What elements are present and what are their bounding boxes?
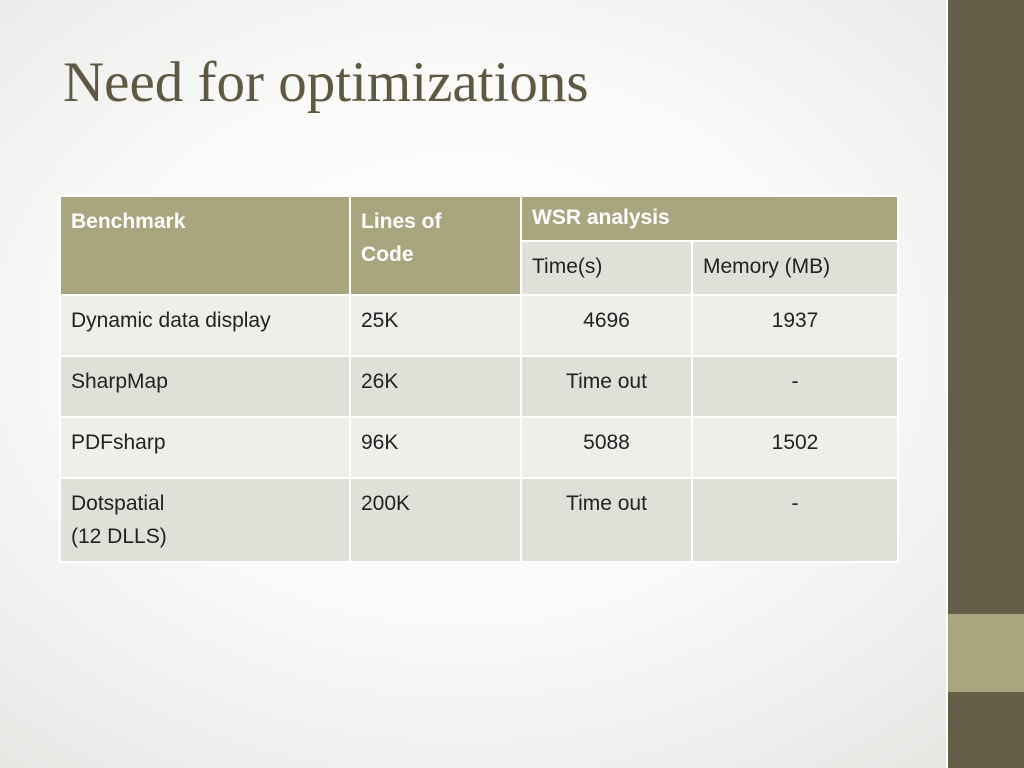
- cell-memory: -: [690, 355, 900, 418]
- cell-time: Time out: [520, 355, 693, 418]
- cell-memory: -: [690, 477, 900, 563]
- cell-loc: 25K: [349, 294, 522, 357]
- cell-benchmark-line: (12 DLLS): [71, 525, 167, 548]
- cell-time: 4696: [520, 294, 693, 357]
- benchmark-table: Benchmark Lines of Code WSR analysis Tim…: [59, 194, 900, 563]
- cell-loc: 200K: [349, 477, 522, 563]
- cell-benchmark-line: PDFsharp: [71, 431, 166, 454]
- table-row: Dynamic data display 25K 4696 1937: [59, 294, 900, 357]
- cell-benchmark-line: Dynamic data display: [71, 309, 271, 332]
- cell-loc: 26K: [349, 355, 522, 418]
- header-lines-of-code-line: Code: [361, 243, 414, 266]
- cell-memory: 1502: [690, 416, 900, 479]
- cell-benchmark-line: SharpMap: [71, 370, 168, 393]
- cell-benchmark: Dynamic data display: [59, 294, 351, 357]
- table-row: SharpMap 26K Time out -: [59, 355, 900, 418]
- cell-benchmark-line: Dotspatial: [71, 492, 165, 515]
- header-time: Time(s): [520, 240, 693, 296]
- header-lines-of-code-line: Lines of: [361, 210, 442, 233]
- cell-benchmark: Dotspatial (12 DLLS): [59, 477, 351, 563]
- header-benchmark: Benchmark: [59, 195, 351, 296]
- cell-memory: 1937: [690, 294, 900, 357]
- header-lines-of-code: Lines of Code: [349, 195, 522, 296]
- cell-benchmark: PDFsharp: [59, 416, 351, 479]
- cell-time: 5088: [520, 416, 693, 479]
- cell-benchmark: SharpMap: [59, 355, 351, 418]
- header-wsr-analysis: WSR analysis: [519, 194, 900, 243]
- sidebar-divider: [946, 0, 948, 768]
- table-row: Dotspatial (12 DLLS) 200K Time out -: [59, 477, 900, 563]
- slide-title: Need for optimizations: [63, 51, 589, 114]
- cell-time: Time out: [520, 477, 693, 563]
- header-memory: Memory (MB): [690, 240, 900, 296]
- table-row: PDFsharp 96K 5088 1502: [59, 416, 900, 479]
- decorative-sidebar-accent: [948, 614, 1024, 692]
- cell-loc: 96K: [349, 416, 522, 479]
